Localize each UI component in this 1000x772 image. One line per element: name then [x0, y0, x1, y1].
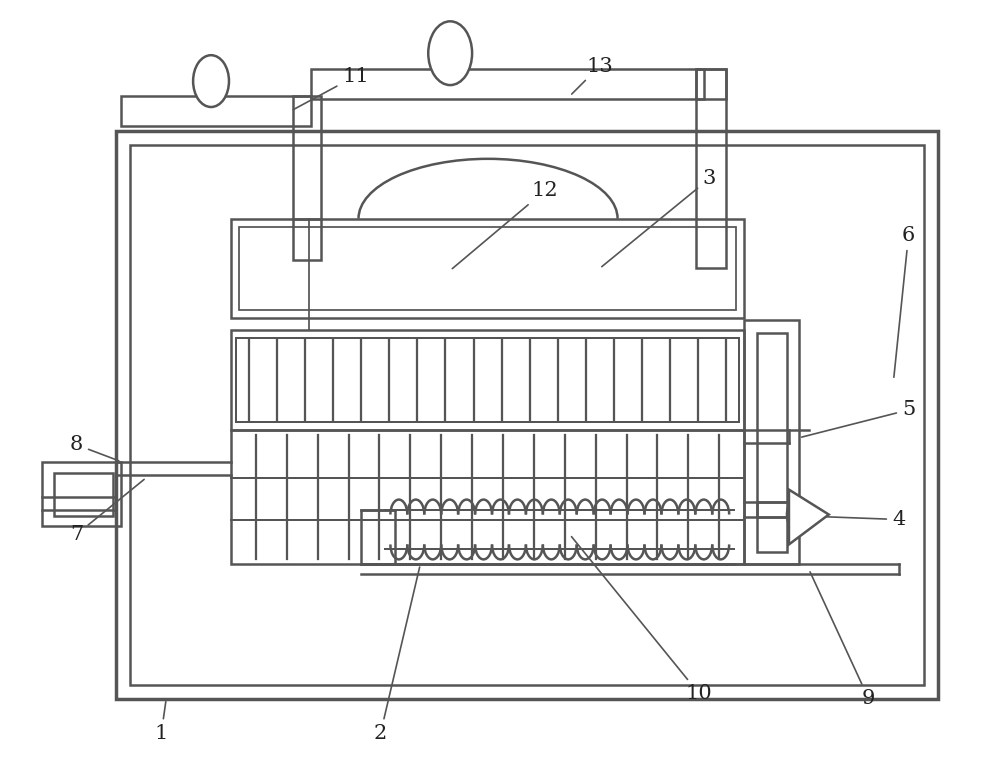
Bar — [757, 334, 787, 553]
Bar — [236, 338, 739, 422]
Bar — [205, 59, 217, 69]
Bar — [696, 69, 726, 269]
Ellipse shape — [193, 55, 229, 107]
Text: 4: 4 — [822, 510, 905, 529]
Text: 9: 9 — [810, 572, 875, 709]
Text: 6: 6 — [894, 226, 915, 378]
Text: 12: 12 — [452, 181, 558, 269]
Text: 5: 5 — [802, 401, 915, 437]
Bar — [231, 330, 744, 430]
Bar — [442, 26, 456, 39]
Text: 11: 11 — [293, 66, 369, 110]
Text: 3: 3 — [602, 169, 716, 266]
Bar — [116, 131, 938, 699]
Text: 7: 7 — [70, 479, 144, 544]
Bar — [130, 145, 924, 685]
Bar — [121, 96, 311, 126]
Text: 8: 8 — [70, 435, 119, 461]
Bar — [744, 320, 799, 564]
Bar — [42, 462, 121, 527]
Bar — [293, 96, 321, 260]
Bar — [311, 69, 704, 99]
Bar — [757, 502, 792, 516]
Bar — [231, 430, 744, 564]
Ellipse shape — [428, 22, 472, 85]
Bar — [231, 218, 744, 318]
Polygon shape — [789, 489, 829, 544]
Bar — [696, 69, 726, 99]
Bar — [54, 472, 113, 516]
Text: 1: 1 — [155, 702, 168, 743]
Bar — [361, 510, 395, 564]
Text: 2: 2 — [374, 567, 420, 743]
Text: 13: 13 — [572, 56, 613, 94]
Text: 10: 10 — [572, 537, 713, 703]
Bar — [239, 226, 736, 310]
